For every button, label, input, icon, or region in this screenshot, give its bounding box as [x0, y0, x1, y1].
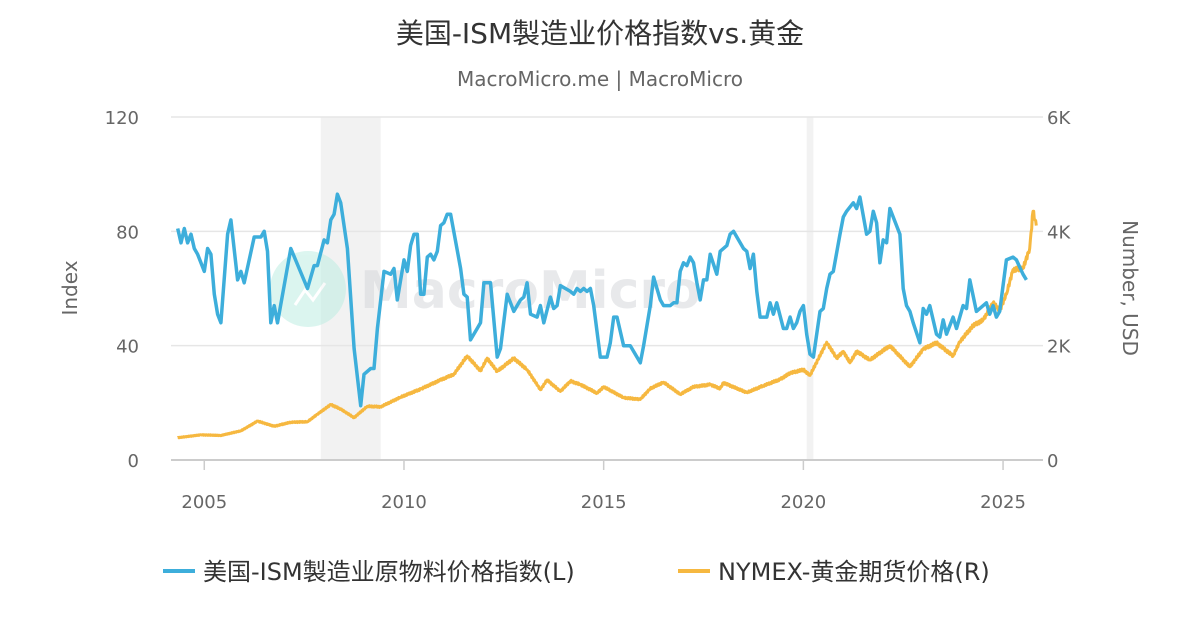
chart-subtitle: MacroMicro.me | MacroMicro — [457, 67, 743, 91]
y-tick-left-label: 120 — [105, 108, 139, 129]
y-tick-right-label: 2K — [1047, 337, 1071, 358]
watermark: MacroMicro — [270, 251, 701, 327]
series-line-gold — [176, 209, 1038, 440]
chart-title: 美国-ISM製造业价格指数vs.黄金 — [396, 17, 804, 50]
legend-item-gold[interactable]: NYMEX-黄金期货价格(R) — [678, 558, 990, 586]
legend-item-ism[interactable]: 美国-ISM製造业原物料价格指数(L) — [163, 558, 575, 586]
legend: 美国-ISM製造业原物料价格指数(L) NYMEX-黄金期货价格(R) — [163, 558, 990, 586]
y-axis-right-label: Number, USD — [1118, 220, 1142, 356]
y-tick-left-label: 40 — [116, 337, 139, 358]
y-tick-left-label: 0 — [128, 451, 139, 472]
y-tick-right-label: 4K — [1047, 222, 1071, 243]
y-tick-right-label: 6K — [1047, 108, 1071, 129]
x-tick-label: 2020 — [780, 492, 826, 513]
y-tick-left-label: 80 — [116, 222, 139, 243]
y-tick-right-label: 0 — [1047, 451, 1058, 472]
x-tick-label: 2015 — [581, 492, 627, 513]
x-tick-label: 2010 — [381, 492, 427, 513]
y-axis-left-label: Index — [58, 260, 82, 315]
series-line-ism — [175, 192, 1028, 408]
recession-band — [806, 117, 814, 460]
legend-label-ism: 美国-ISM製造业原物料价格指数(L) — [203, 558, 575, 586]
x-tick-label: 2005 — [181, 492, 227, 513]
watermark-logo-chart-icon — [293, 282, 327, 306]
legend-label-gold: NYMEX-黄金期货价格(R) — [718, 558, 990, 586]
x-tick-label: 2025 — [980, 492, 1026, 513]
